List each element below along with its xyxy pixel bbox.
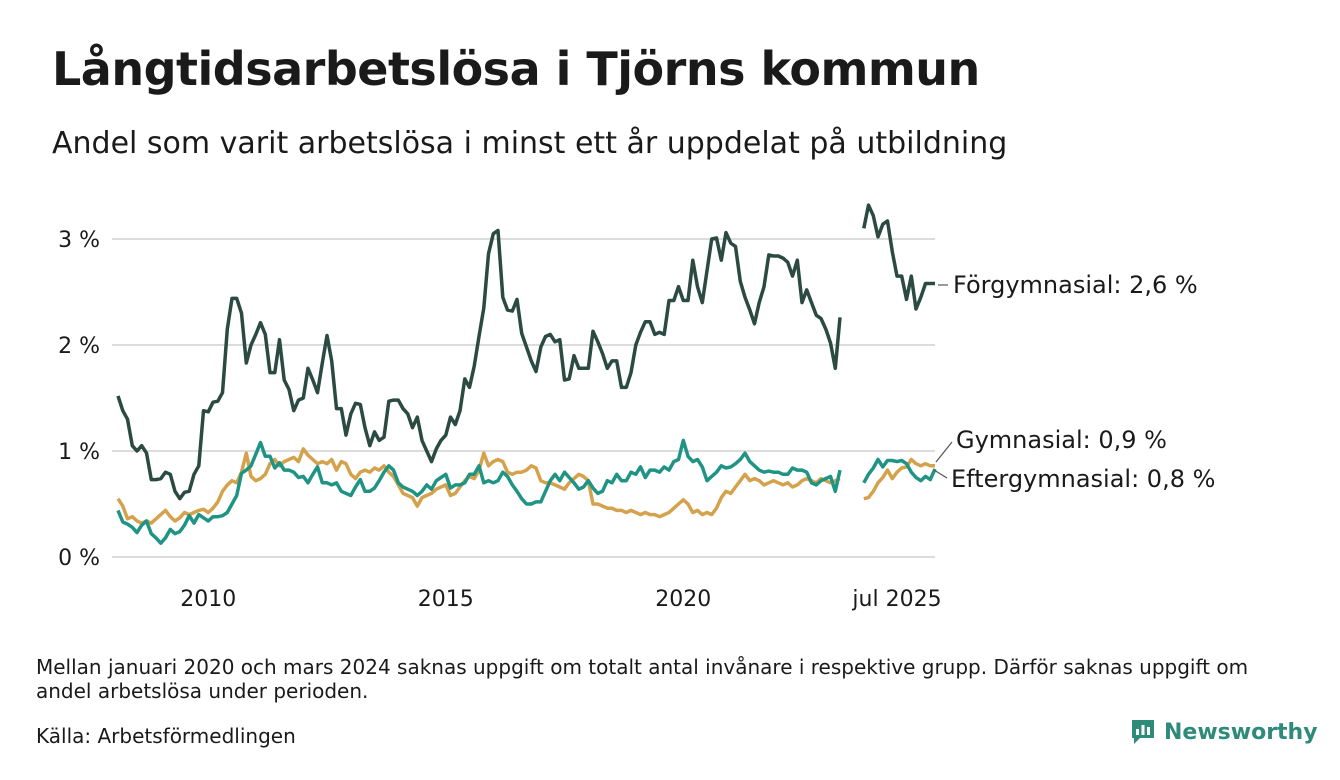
- series-line-gymnasial: [862, 457, 937, 484]
- y-tick-label: 2 %: [58, 334, 100, 359]
- label-leader-line: [935, 441, 953, 463]
- y-tick-label: 0 %: [58, 546, 100, 571]
- series-end-label: Förgymnasial: 2,6 %: [953, 271, 1198, 299]
- series-end-label: Eftergymnasial: 0,8 %: [951, 465, 1215, 493]
- logo-text: Newsworthy: [1164, 719, 1318, 745]
- series-line-gymnasial: [116, 438, 842, 545]
- grid-lines: [112, 238, 935, 558]
- newsworthy-logo: Newsworthy: [1130, 718, 1318, 746]
- series-line-förgymnasial: [116, 228, 842, 501]
- bar-chart-speech-icon: [1132, 720, 1154, 744]
- y-tick-label: 1 %: [58, 440, 100, 465]
- source-text: Källa: Arbetsförmedlingen: [36, 724, 296, 748]
- line-chart: 0 % 1 % 2 % 3 % 2010 2015 2020 jul 2025 Förgym…: [58, 203, 1215, 612]
- y-axis-tick-labels: 0 % 1 % 2 % 3 %: [58, 228, 100, 571]
- x-tick-label: 2015: [418, 587, 474, 612]
- x-tick-label: 2020: [655, 587, 711, 612]
- series-line-eftergymnasial: [863, 457, 935, 501]
- footnote: Mellan januari 2020 och mars 2024 saknas…: [36, 655, 1249, 703]
- series-end-labels: Förgymnasial: 2,6 % Gymnasial: 0,9 % Efter…: [933, 271, 1215, 493]
- chart-subtitle: Andel som varit arbetslösa i minst ett å…: [52, 126, 1008, 161]
- label-leader-line: [933, 469, 948, 479]
- x-tick-label: 2010: [180, 587, 236, 612]
- chart-title: Långtidsarbetslösa i Tjörns kommun: [52, 42, 980, 96]
- series-end-label: Gymnasial: 0,9 %: [956, 426, 1167, 454]
- y-tick-label: 3 %: [58, 228, 100, 253]
- series-lines: [116, 203, 937, 545]
- x-axis-tick-labels: 2010 2015 2020 jul 2025: [180, 587, 941, 612]
- x-tick-label: jul 2025: [851, 587, 941, 612]
- series-line-förgymnasial: [862, 203, 935, 311]
